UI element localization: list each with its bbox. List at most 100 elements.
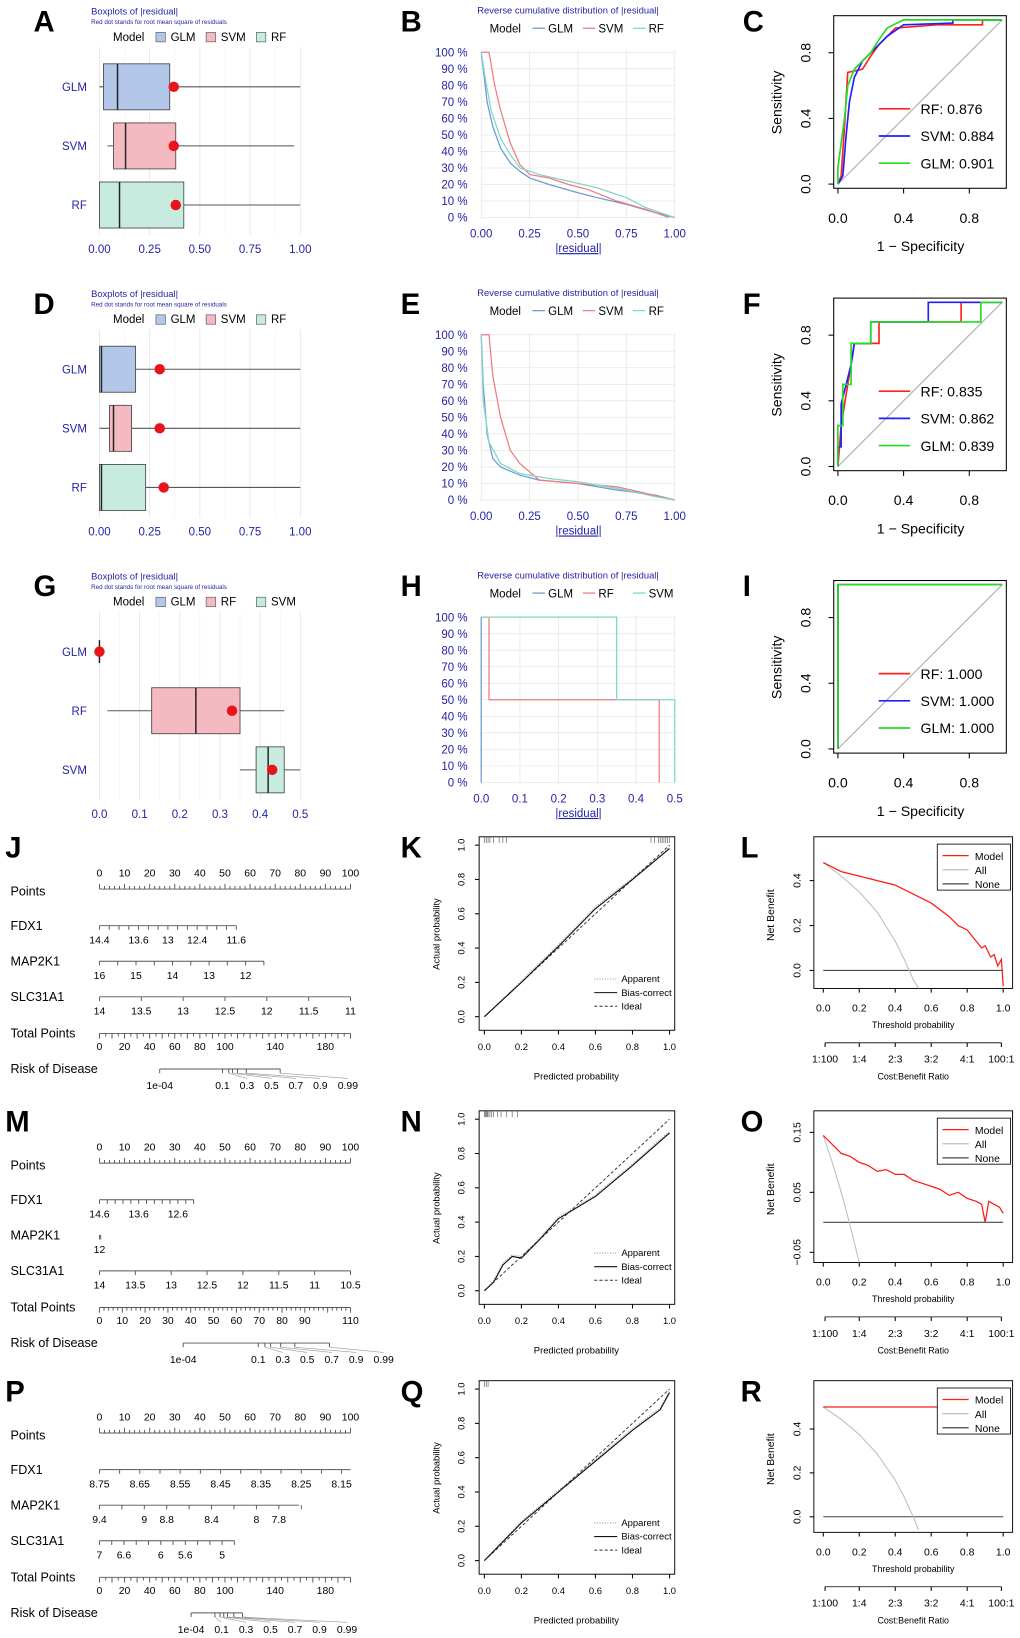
cost-benefit-tick-label: 1:100 bbox=[812, 1599, 838, 1610]
tick-label: 8.65 bbox=[130, 1479, 151, 1490]
cost-benefit-label: Cost:Benefit Ratio bbox=[877, 1345, 949, 1355]
y-tick-label: 0.4 bbox=[456, 942, 467, 955]
tick-label: 13.6 bbox=[129, 1210, 150, 1221]
x-tick-label: 0.0 bbox=[816, 1278, 831, 1289]
y-tick-label: 0.2 bbox=[456, 1250, 467, 1263]
x-tick-label: 1.0 bbox=[663, 1315, 676, 1326]
tick-label: 0.99 bbox=[337, 1625, 358, 1636]
legend-title: Model bbox=[113, 597, 144, 609]
y-tick-label: 50 % bbox=[441, 413, 467, 425]
x-tick-label: 0.0 bbox=[816, 1547, 831, 1558]
category-label: GLM bbox=[62, 647, 87, 659]
tick-label: 0.9 bbox=[349, 1355, 364, 1366]
panel-letter: K bbox=[401, 832, 422, 865]
tick-label: 8.25 bbox=[291, 1479, 312, 1490]
rmse-dot bbox=[94, 646, 105, 657]
tick-label: 8.75 bbox=[89, 1479, 110, 1490]
legend-title: Model bbox=[490, 588, 521, 600]
row-label: Risk of Disease bbox=[11, 1336, 98, 1350]
tick-label: 60 bbox=[169, 1042, 181, 1053]
rmse-dot bbox=[266, 764, 278, 776]
panel-n: N 0.0 0.0 0.2 0.2 0.4 0.4 0.6 0.6 0.8 0.8 1.0 1.0 App… bbox=[401, 1106, 676, 1356]
tick-label: 180 bbox=[317, 1586, 335, 1597]
legend-label: None bbox=[975, 880, 1000, 891]
rmse-dot bbox=[154, 423, 165, 434]
legend-label: SVM bbox=[598, 23, 623, 35]
x-tick-label: 0.4 bbox=[552, 1315, 565, 1326]
tick-label: 12.5 bbox=[215, 1007, 236, 1018]
tick-label: 0.99 bbox=[374, 1355, 395, 1366]
y-axis-label: Actual probability bbox=[430, 898, 441, 970]
apparent-line bbox=[484, 1130, 670, 1292]
y-tick-label: 0.0 bbox=[456, 1554, 467, 1567]
label-leader bbox=[270, 1346, 308, 1353]
legend-label: SVM bbox=[649, 588, 674, 600]
reference-diagonal bbox=[837, 301, 1003, 467]
tick-label: 7.8 bbox=[272, 1515, 287, 1526]
box-glm bbox=[99, 345, 301, 393]
tick-label: 12.4 bbox=[187, 935, 208, 946]
y-tick-label: 60 % bbox=[441, 396, 467, 408]
x-tick-label: 0.2 bbox=[172, 809, 188, 821]
legend-label: GLM bbox=[171, 597, 196, 609]
legend-label: Apparent bbox=[621, 1247, 660, 1258]
y-tick-label: 0.2 bbox=[792, 1465, 803, 1480]
y-tick-label: 30 % bbox=[441, 446, 467, 458]
tick-label: 13 bbox=[162, 935, 174, 946]
y-axis-label: Actual probability bbox=[430, 1172, 441, 1244]
label-leader bbox=[237, 1072, 296, 1079]
x-tick-label: 0.6 bbox=[589, 1041, 602, 1052]
y-tick-label: 1.0 bbox=[456, 1383, 467, 1396]
legend-label: GLM bbox=[548, 588, 573, 600]
box-svm bbox=[107, 122, 295, 170]
tick-label: 50 bbox=[208, 1316, 220, 1327]
y-tick-label: 0.4 bbox=[456, 1216, 467, 1229]
x-tick-label: 0.4 bbox=[888, 1003, 903, 1014]
row-label: MAP2K1 bbox=[11, 954, 61, 968]
legend-swatch bbox=[255, 596, 267, 608]
rmse-dot bbox=[226, 705, 238, 716]
x-tick-label: 0.4 bbox=[894, 492, 914, 508]
row-label: MAP2K1 bbox=[11, 1498, 61, 1512]
rmse-dot bbox=[168, 81, 179, 93]
y-tick-label: 10 % bbox=[441, 196, 467, 208]
box bbox=[99, 463, 147, 511]
legend-label: Bias-correct bbox=[621, 1261, 672, 1272]
x-tick-label: 0.2 bbox=[551, 793, 567, 805]
y-tick-label: 0 % bbox=[448, 778, 468, 790]
roc-curve-svm bbox=[837, 301, 1003, 467]
tick-label: 40 bbox=[194, 1412, 206, 1423]
x-axis-label: Predicted probability bbox=[534, 1070, 620, 1081]
panel-letter: P bbox=[5, 1376, 25, 1409]
panel-letter: I bbox=[743, 570, 751, 603]
y-tick-label: 70 % bbox=[441, 379, 467, 391]
panel-h: H Reverse cumulative distribution of |res… bbox=[401, 569, 683, 819]
row-label: MAP2K1 bbox=[11, 1228, 61, 1242]
x-axis-label: 1 − Specificity bbox=[877, 238, 965, 254]
tick-label: 20 bbox=[139, 1316, 151, 1327]
tick-label: 40 bbox=[194, 869, 206, 880]
y-axis-label: Sensitivity bbox=[768, 635, 784, 699]
panel-a: A Boxplots of |residual| Red dot stands fo… bbox=[34, 5, 312, 256]
panel-o: O 0.0 0.2 0.4 0.6 0.8 1.0 −0.05 0.05 0.15 Threshol… bbox=[741, 1106, 1015, 1356]
legend-label: Apparent bbox=[621, 1517, 660, 1528]
legend-label: Model bbox=[975, 852, 1003, 863]
panel-letter: G bbox=[34, 570, 57, 603]
label-leader bbox=[227, 1616, 296, 1623]
x-tick-label: 0.50 bbox=[567, 228, 589, 240]
tick-label: 20 bbox=[119, 1586, 131, 1597]
legend-label: RF: 0.876 bbox=[921, 101, 983, 117]
x-tick-label: 0.3 bbox=[212, 809, 228, 821]
x-tick-label: 1.0 bbox=[663, 1585, 676, 1596]
tick-label: 40 bbox=[144, 1042, 156, 1053]
panel-letter: L bbox=[741, 832, 759, 865]
y-tick-label: 20 % bbox=[441, 745, 467, 757]
y-tick-label: 50 % bbox=[441, 130, 467, 142]
plot-frame bbox=[833, 579, 1007, 754]
tick-label: 20 bbox=[119, 1042, 131, 1053]
y-tick-label: 100 % bbox=[435, 330, 468, 342]
cost-benefit-tick-label: 100:1 bbox=[988, 1329, 1014, 1340]
tick-label: 12.5 bbox=[197, 1281, 218, 1292]
legend-box bbox=[936, 843, 1011, 891]
y-axis-label: Actual probability bbox=[430, 1442, 441, 1514]
